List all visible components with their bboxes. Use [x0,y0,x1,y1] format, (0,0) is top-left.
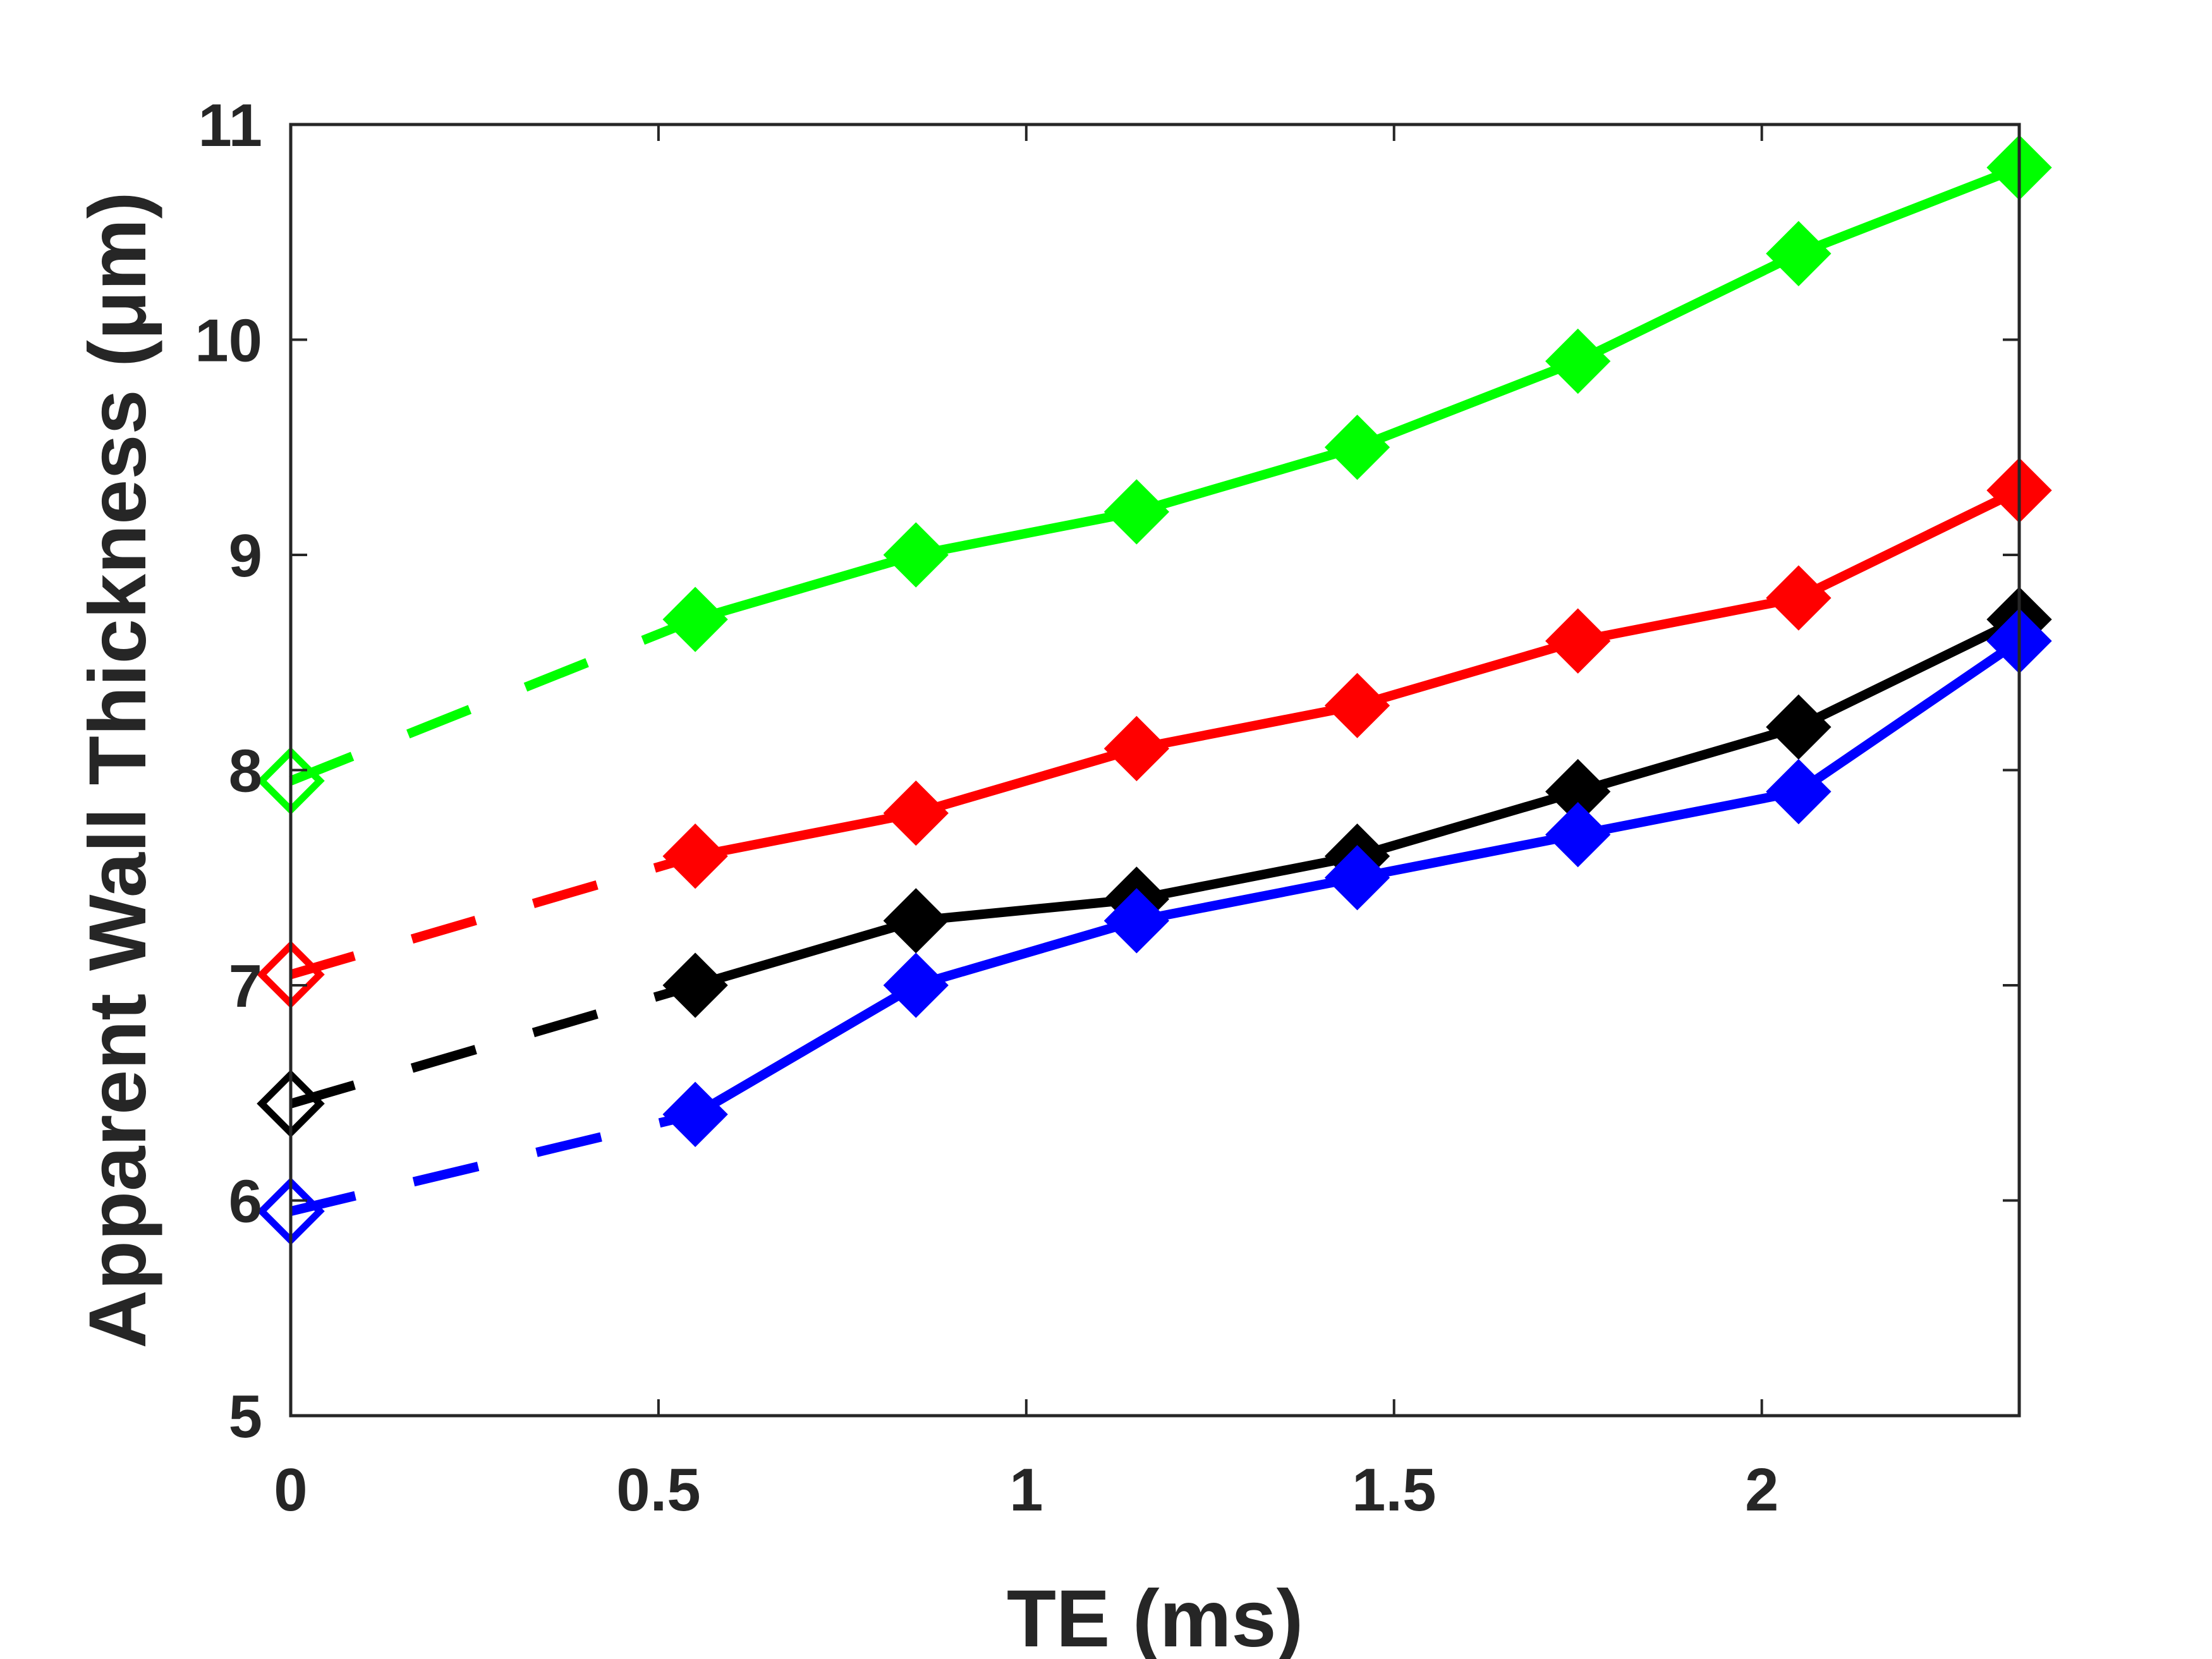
series-red-point [1766,565,1832,631]
series-green-point [1766,221,1832,286]
x-axis-title: TE (ms) [1007,1574,1303,1659]
y-tick-label: 5 [229,1383,262,1450]
series-black-point [883,888,949,954]
y-tick-label: 7 [229,952,262,1020]
series-green-point [1324,415,1390,480]
x-tick-label: 1 [1009,1456,1043,1524]
y-tick-label: 10 [195,307,262,375]
series-blue-point [1545,801,1611,868]
series-red-point [1545,608,1611,674]
series-blue-point [883,952,949,1018]
series-blue-point [1324,845,1390,911]
x-tick-label: 2 [1745,1456,1778,1524]
series-black-point [662,952,728,1018]
y-tick-label: 6 [229,1168,262,1236]
series-blue-point [1103,888,1170,954]
series-red-point [662,823,728,889]
series-black-point [1766,694,1832,760]
y-tick-label: 9 [229,522,262,590]
series-layer [257,135,2052,1246]
series-green-point [883,522,949,588]
series-red-point [883,780,949,846]
y-tick-label: 8 [229,738,262,805]
x-tick-label: 0 [274,1456,307,1524]
axis-ticks [289,123,2019,1417]
series-red-point [1324,672,1390,739]
series-green-point [662,586,728,652]
series-blue-point [662,1081,728,1147]
series-green-point [1545,328,1611,394]
series-blue-point [1766,758,1832,825]
y-axis-title: Apparent Wall Thickness (μm) [73,191,163,1348]
series-red-point [1103,715,1170,782]
tick-labels: 0 0.5 1 1.5 2 5 6 7 8 9 10 11 [195,92,1778,1524]
series-green-point [1103,479,1170,545]
y-tick-label: 11 [198,92,262,159]
x-tick-label: 0.5 [616,1456,700,1524]
x-tick-label: 1.5 [1352,1456,1436,1524]
